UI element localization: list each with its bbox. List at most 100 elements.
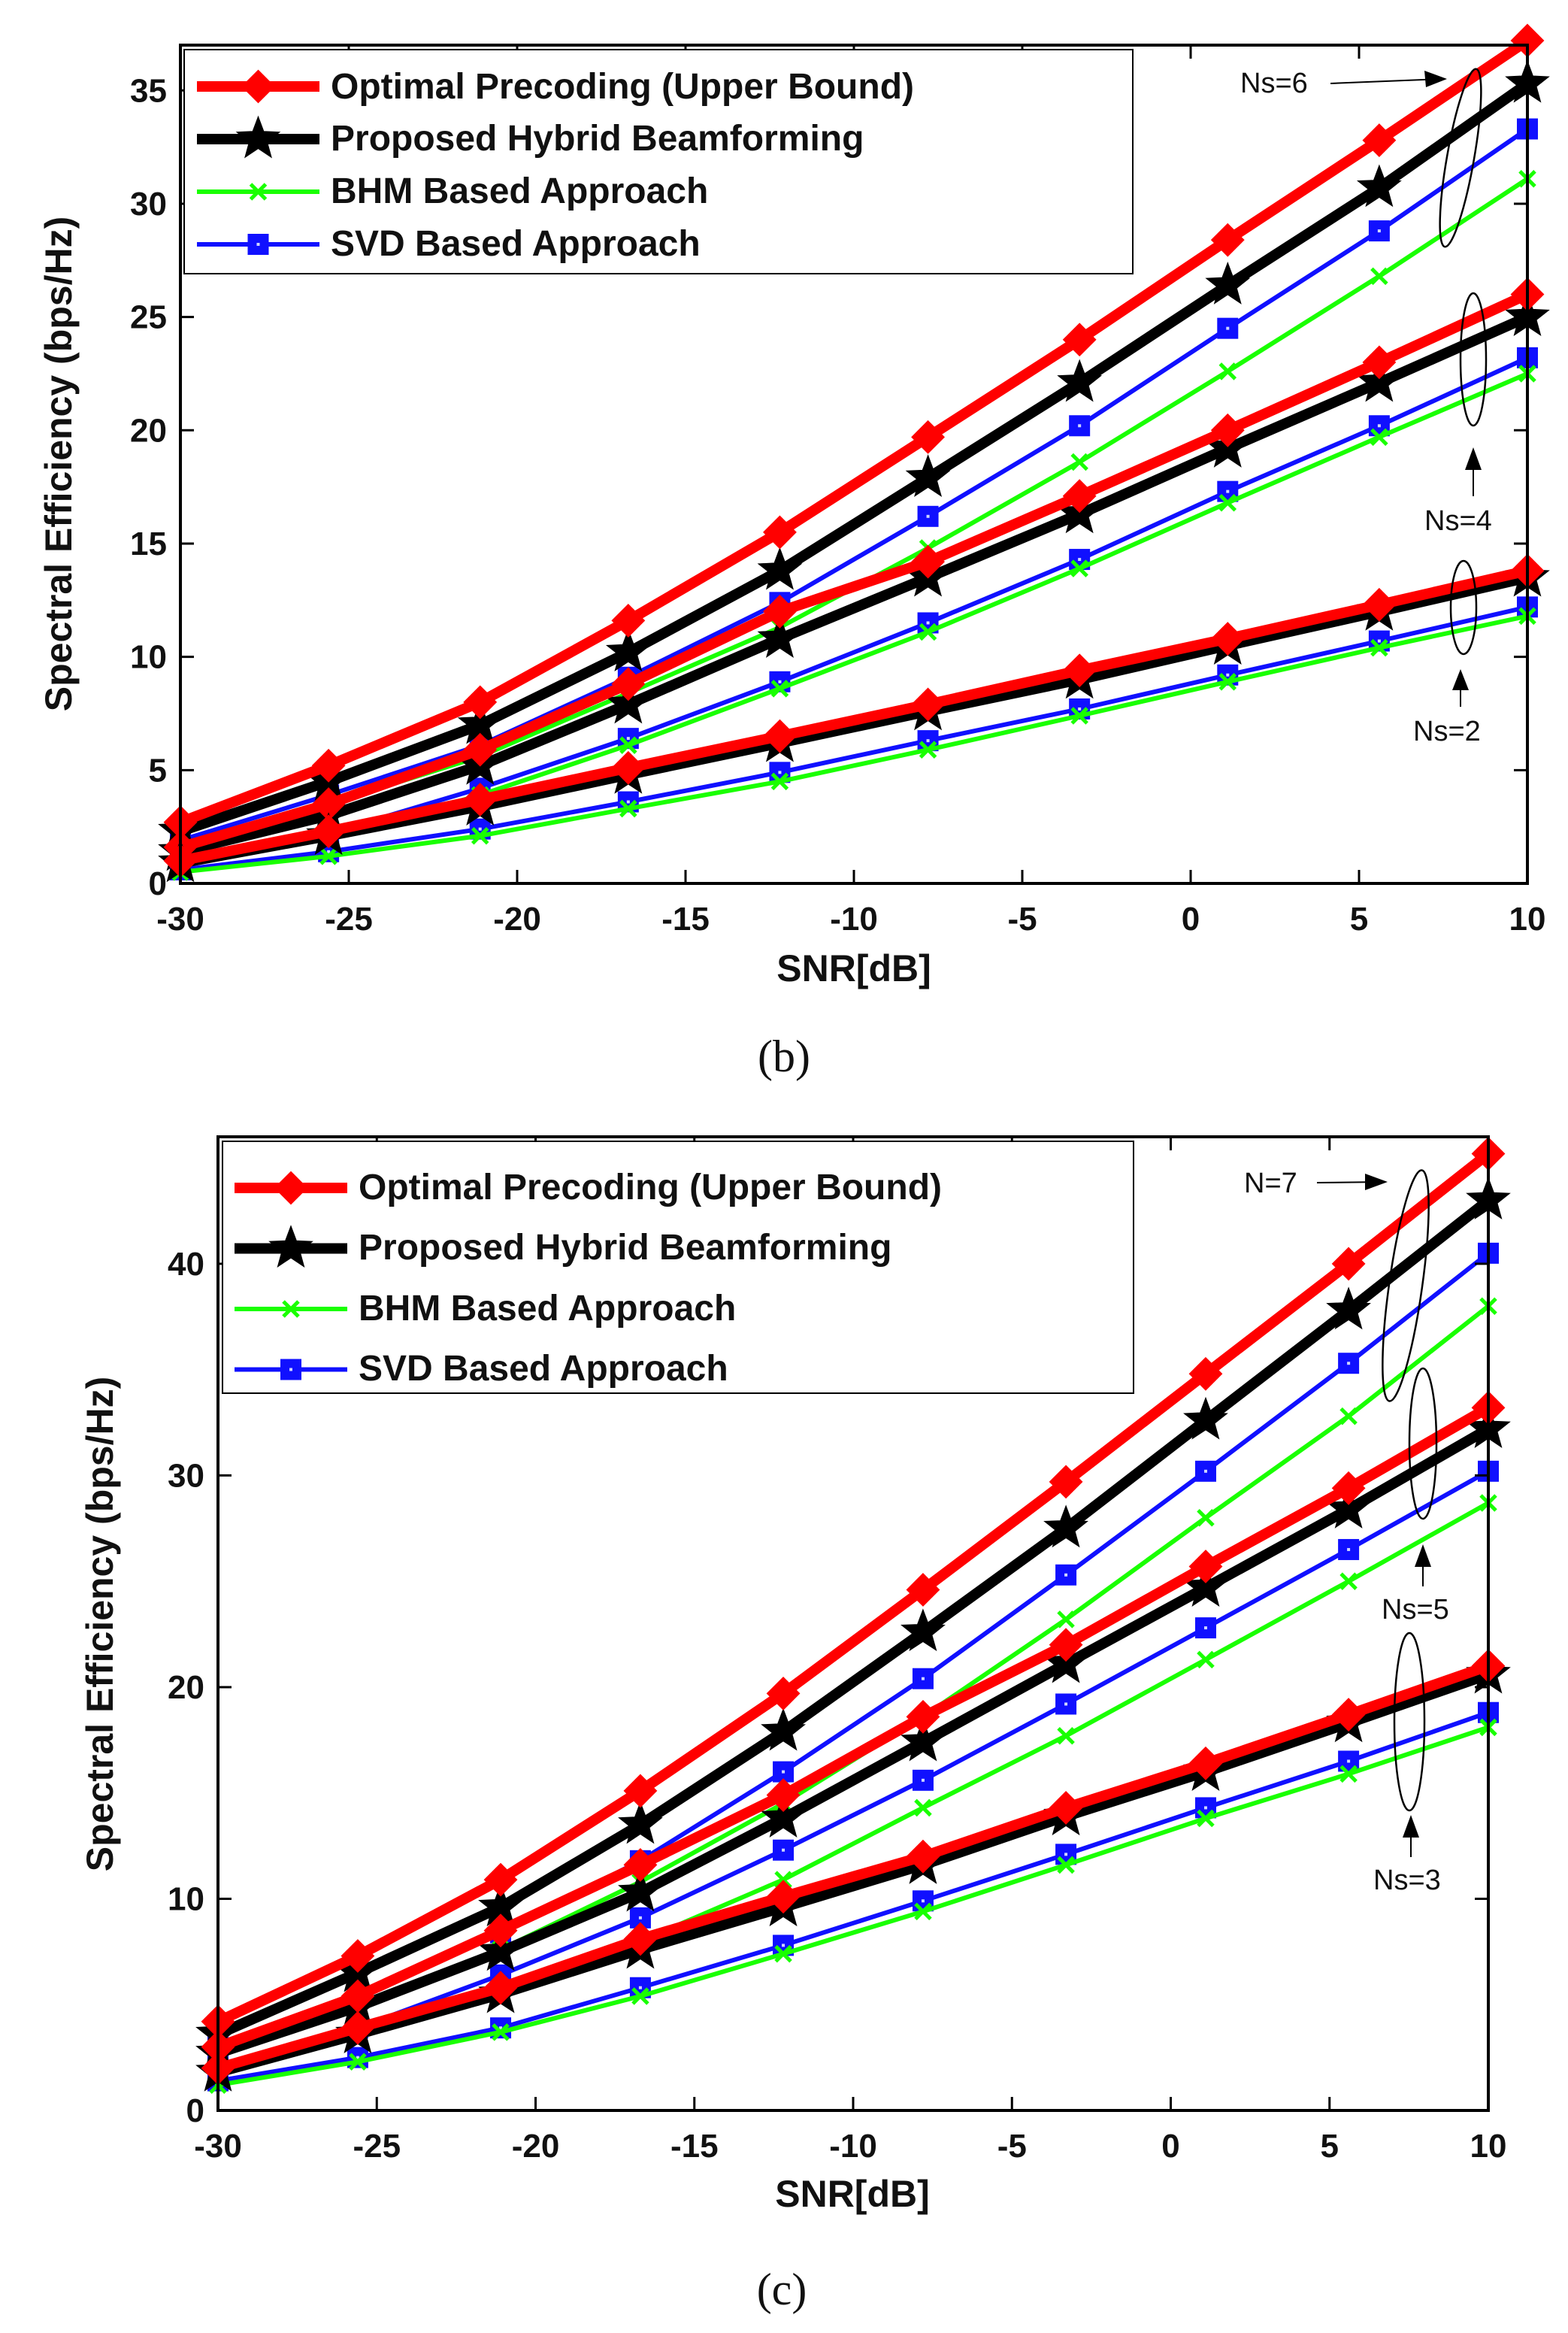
point-svd-c-g0-8-dot xyxy=(1347,1362,1351,1365)
point-bhm-c-g1-7 xyxy=(1197,1650,1215,1669)
y-axis-label-b: Spectral Efficiency (bps/Hz) xyxy=(38,217,80,712)
x-tick-label-c-1: -25 xyxy=(353,2128,401,2165)
series-line-optimal-c-g0 xyxy=(216,1150,1492,2027)
group-label-ns5-c: Ns=5 xyxy=(1382,1594,1449,1626)
point-svd-b-g1-7-dot xyxy=(1226,489,1230,493)
x-tick-label-c-6: 0 xyxy=(1161,2128,1179,2165)
point-bhm-b-g0-6 xyxy=(1070,453,1088,471)
series-line-proposed-c-g0 xyxy=(216,1195,1492,2040)
x-axis-label-c: SNR[dB] xyxy=(775,2173,930,2215)
point-optimal-c-g1-7 xyxy=(1188,1550,1223,1583)
y-tick-label-c-2: 20 xyxy=(168,1669,204,1706)
point-bhm-b-g1-6 xyxy=(1070,559,1088,577)
y-tick-label-b-0: 0 xyxy=(149,865,167,902)
legend-items-c xyxy=(235,1171,347,1380)
x-tick-label-b-8: 10 xyxy=(1509,901,1546,938)
y-tick-label-b-7: 35 xyxy=(130,72,167,109)
legend-label-proposed-b: Proposed Hybrid Beamforming xyxy=(331,119,864,159)
point-optimal-c-g0-5 xyxy=(906,1573,940,1607)
x-tick-label-b-5: -5 xyxy=(1007,901,1037,938)
series-line-proposed-c-g1 xyxy=(216,1424,1491,2059)
ellipse-ns3-c xyxy=(1393,1632,1426,1812)
y-tick-label-b-5: 25 xyxy=(130,299,167,336)
point-svd-b-g1-5-dot xyxy=(926,621,930,625)
chart-panel-c: -30 -25 -20 -15 -10 -5 0 5 10 0 10 20 30 40 SNR[dB] S… xyxy=(79,1135,1511,2314)
ticks-c: -30 -25 -20 -15 -10 -5 0 5 10 0 10 20 30 40 xyxy=(168,1137,1506,2165)
point-bhm-c-g0-8 xyxy=(1339,1407,1358,1426)
point-proposed-b-g0-3 xyxy=(605,629,651,672)
point-svd-c-g0-4-dot xyxy=(782,1770,786,1774)
point-optimal-b-g2-7 xyxy=(1210,622,1245,656)
legend-marker-optimal-c xyxy=(274,1171,308,1205)
point-bhm-b-g2-8 xyxy=(1370,638,1388,657)
ticks-b: -30 -25 -20 -15 -10 -5 0 5 10 0 5 10 15 20 25 30 35 xyxy=(130,45,1545,938)
series-line-svd-b-g0 xyxy=(180,127,1529,843)
point-bhm-b-g1-4 xyxy=(770,680,789,698)
point-bhm-b-g2-7 xyxy=(1218,673,1237,691)
y-tick-label-c-1: 10 xyxy=(168,1880,204,1917)
point-bhm-c-g1-5 xyxy=(914,1798,932,1817)
point-optimal-b-g1-5 xyxy=(911,544,945,579)
point-svd-c-g1-8-dot xyxy=(1347,1547,1351,1551)
y-tick-label-b-3: 15 xyxy=(130,526,167,562)
point-optimal-b-g2-6 xyxy=(1062,653,1097,688)
point-optimal-c-g1-6 xyxy=(1049,1628,1083,1662)
point-svd-c-g0-7-dot xyxy=(1203,1469,1207,1473)
series-line-svd-c-g1 xyxy=(217,1469,1490,2068)
point-proposed-c-g1-3 xyxy=(618,1868,663,1912)
group-label-ns3-c: Ns=3 xyxy=(1373,1865,1441,1896)
series-line-proposed-b-g2 xyxy=(179,572,1529,868)
point-optimal-b-g2-4 xyxy=(763,719,797,753)
y-axis-label-c: Spectral Efficiency (bps/Hz) xyxy=(79,1377,121,1872)
legend-label-optimal-c: Optimal Precoding (Upper Bound) xyxy=(359,1168,942,1207)
series-line-proposed-c-g2 xyxy=(216,1669,1491,2078)
point-svd-c-g1-6-dot xyxy=(1064,1702,1068,1706)
ellipse-ns5-c xyxy=(1408,1367,1438,1520)
arrowhead-ns5-c xyxy=(1415,1544,1431,1567)
group-label-ns4-b: Ns=4 xyxy=(1424,505,1492,537)
y-tick-label-b-4: 20 xyxy=(130,412,167,449)
point-proposed-b-g0-7 xyxy=(1205,261,1251,305)
group-label-n7-c: N=7 xyxy=(1244,1168,1297,1199)
point-svd-b-g1-4-dot xyxy=(778,680,782,683)
legend-label-proposed-c: Proposed Hybrid Beamforming xyxy=(359,1228,891,1268)
group-label-ns2-b: Ns=2 xyxy=(1413,716,1481,747)
point-bhm-b-g2-5 xyxy=(919,741,937,759)
point-optimal-b-g2-1 xyxy=(311,814,346,849)
series-line-optimal-b-g2 xyxy=(179,565,1529,866)
point-svd-b-g0-5-dot xyxy=(926,514,930,518)
point-bhm-b-g2-1 xyxy=(319,847,338,865)
point-optimal-c-g1-4 xyxy=(766,1778,801,1812)
point-proposed-c-g1-2 xyxy=(478,1928,523,1971)
point-bhm-c-g2-4 xyxy=(774,1944,792,1963)
arrowhead-ns3-c xyxy=(1403,1815,1419,1838)
point-bhm-b-g2-4 xyxy=(770,772,789,791)
point-proposed-b-g0-6 xyxy=(1057,359,1103,402)
y-tick-label-c-0: 0 xyxy=(186,2092,204,2129)
point-optimal-b-g2-2 xyxy=(463,783,498,817)
legend-marker-optimal-b xyxy=(241,69,275,104)
point-optimal-c-g2-2 xyxy=(483,1971,518,2005)
point-optimal-b-g1-2 xyxy=(463,732,498,767)
series-line-proposed-b-g1 xyxy=(179,312,1530,857)
point-optimal-c-g2-1 xyxy=(341,2010,375,2045)
x-tick-label-b-4: -10 xyxy=(830,901,878,938)
ellipse-ns6-b xyxy=(1439,68,1482,248)
legend-marker-svd-c-dot xyxy=(289,1368,292,1371)
point-proposed-c-g0-7 xyxy=(1183,1396,1228,1440)
point-optimal-c-g0-6 xyxy=(1049,1465,1083,1499)
ellipse-n7-c xyxy=(1382,1169,1430,1402)
point-svd-c-g2-2-dot xyxy=(499,2026,503,2030)
point-svd-c-g2-8-dot xyxy=(1347,1759,1351,1763)
point-bhm-c-g2-1 xyxy=(349,2053,367,2071)
legend-label-bhm-c: BHM Based Approach xyxy=(359,1289,736,1329)
chart-panel-b: -30 -25 -20 -15 -10 -5 0 5 10 0 5 10 15 20 25 30 35 SNR[… xyxy=(38,23,1550,1081)
series-line-optimal-b-g1 xyxy=(179,289,1530,853)
point-optimal-c-g2-4 xyxy=(766,1880,801,1914)
y-tick-label-c-4: 40 xyxy=(168,1246,204,1283)
point-optimal-c-g1-5 xyxy=(906,1699,940,1734)
point-bhm-b-g1-8 xyxy=(1370,428,1388,447)
point-bhm-b-g1-7 xyxy=(1218,493,1237,512)
point-bhm-b-g1-3 xyxy=(619,736,637,754)
point-svd-b-g2-5-dot xyxy=(926,739,930,743)
